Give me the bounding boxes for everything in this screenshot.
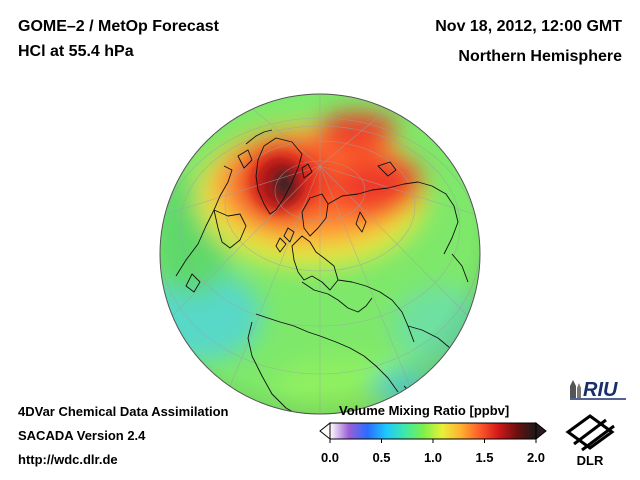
colorbar-tick-label: 1.0 [424, 450, 442, 465]
forecast-date: Nov 18, 2012, 12:00 GMT [435, 18, 622, 35]
colorbar-max-arrow [535, 421, 547, 441]
region-label: Northern Hemisphere [458, 48, 622, 65]
colorbar: 0.0 0.5 1.0 1.5 2.0 [319, 421, 547, 465]
map-subtitle: HCl at 55.4 hPa [18, 43, 134, 60]
hcl-field [160, 94, 480, 414]
colorbar-ticks: 0.0 0.5 1.0 1.5 2.0 [321, 439, 545, 465]
globe-map [159, 93, 481, 415]
colorbar-tick-label: 2.0 [527, 450, 545, 465]
colorbar-tick-label: 1.5 [475, 450, 493, 465]
dlr-logo-text: DLR [577, 453, 604, 468]
map-title: GOME–2 / MetOp Forecast [18, 18, 219, 35]
footer-line-1: 4DVar Chemical Data Assimilation [18, 404, 229, 419]
footer-line-2: SACADA Version 2.4 [18, 428, 146, 443]
colorbar-tick-label: 0.0 [321, 450, 339, 465]
dlr-logo: DLR [565, 414, 615, 468]
colorbar-title: Volume Mixing Ratio [ppbv] [339, 403, 510, 418]
riu-logo-text: RIU [583, 379, 618, 401]
colorbar-gradient [330, 423, 536, 439]
globe-outline [159, 93, 481, 415]
footer-url[interactable]: http://wdc.dlr.de [18, 452, 118, 467]
colorbar-tick-label: 0.5 [372, 450, 390, 465]
colorbar-min-arrow [319, 421, 331, 441]
riu-logo: RIU [570, 379, 626, 401]
